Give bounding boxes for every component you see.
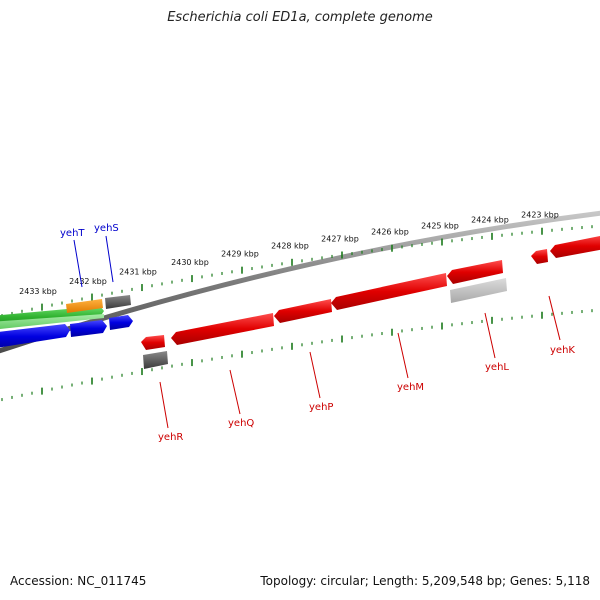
feature-lightgreen-cds	[0, 314, 104, 329]
tick-label: 2433 kbp	[19, 287, 57, 296]
gene-label-yehS: yehS	[94, 223, 119, 234]
gene-yehS-arrow	[70, 320, 107, 337]
tick-label: 2423 kbp	[521, 210, 559, 219]
connector-yehK	[548, 295, 561, 341]
gene-label-yehM: yehM	[397, 382, 424, 393]
gene-yehP-arrow	[274, 299, 332, 323]
tick-label: 2426 kbp	[371, 227, 409, 236]
connector-yehQ	[229, 369, 241, 415]
gene-yehM-arrow	[331, 273, 447, 310]
tick-row-inner	[1, 309, 593, 402]
gene-blue-arrow-3	[109, 315, 133, 330]
connector-yehP	[309, 351, 321, 399]
gene-yehQ-arrow	[171, 313, 274, 345]
gene-label-yehP: yehP	[309, 402, 333, 413]
tick-label: 2429 kbp	[221, 249, 259, 258]
genome-title: Escherichia coli ED1a, complete genome	[167, 10, 433, 25]
gene-yehR-arrow	[141, 335, 165, 350]
connector-yehM	[397, 332, 409, 379]
tick-label: 2427 kbp	[321, 234, 359, 243]
accession-label: Accession: NC_011745	[10, 574, 147, 588]
connector-yehT	[73, 239, 83, 288]
connector-yehS	[105, 235, 114, 283]
connector-yehL	[484, 312, 496, 359]
feature-gray-cds	[105, 295, 131, 309]
tick-label: 2425 kbp	[421, 221, 459, 230]
tick-label: 2432 kbp	[69, 277, 107, 286]
gene-yehT-arrow	[0, 324, 70, 348]
tick-label: 2424 kbp	[471, 216, 509, 225]
genome-stats: Topology: circular; Length: 5,209,548 bp…	[260, 574, 590, 588]
gene-red-arrow-small	[531, 249, 548, 264]
gene-label-yehR: yehR	[158, 432, 183, 443]
gene-label-yehL: yehL	[485, 362, 509, 373]
gene-label-yehK: yehK	[550, 345, 575, 356]
feature-orange-cds	[66, 299, 103, 313]
gene-yehL-arrow	[447, 260, 503, 284]
tick-row-outer	[1, 225, 593, 318]
tick-labels: 2433 kbp 2432 kbp 2431 kbp 2430 kbp 2429 kbp…	[19, 210, 559, 296]
gene-label-yehT: yehT	[60, 228, 85, 239]
gene-label-yehQ: yehQ	[228, 418, 254, 429]
tick-label: 2431 kbp	[119, 267, 157, 276]
gene-yehK-arrow	[550, 236, 600, 258]
feature-gray-cds-2	[143, 351, 168, 369]
tick-label: 2428 kbp	[271, 242, 309, 251]
label-connectors	[73, 235, 561, 429]
feature-lightgray-cds	[450, 278, 507, 303]
tick-label: 2430 kbp	[171, 258, 209, 267]
connector-yehR	[159, 381, 169, 429]
